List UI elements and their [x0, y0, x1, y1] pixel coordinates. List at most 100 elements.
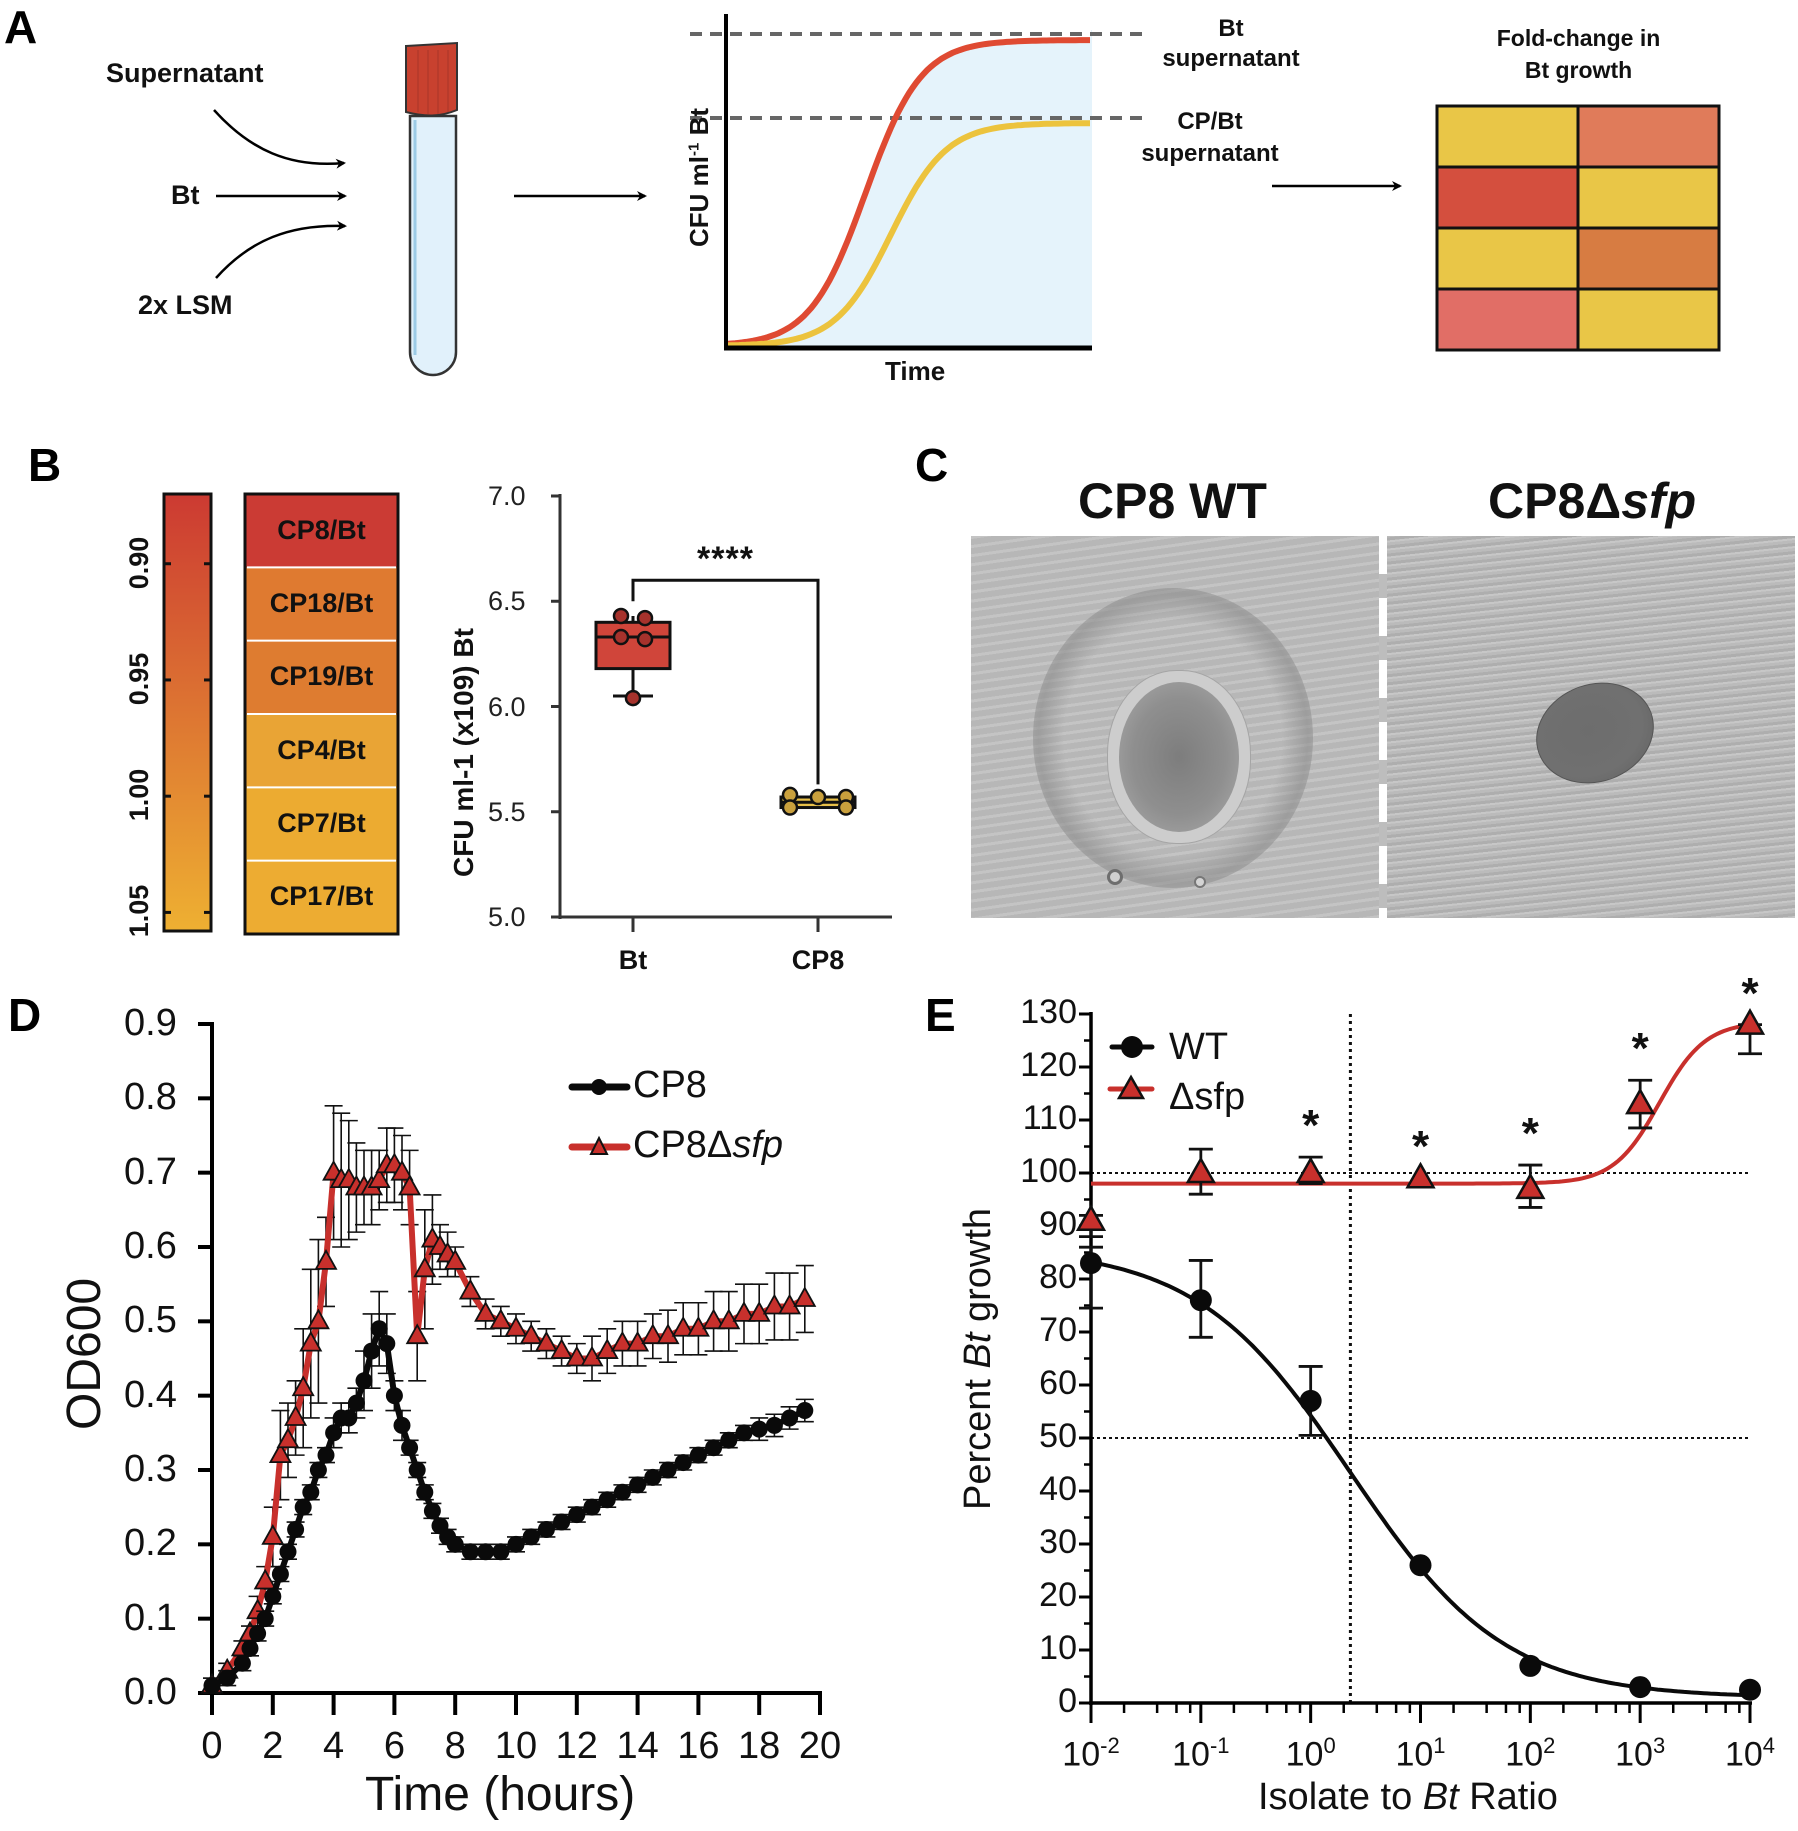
- y-tick-label: 0.4: [124, 1373, 177, 1416]
- x-tick-label: 10-2: [1046, 1733, 1136, 1774]
- panel-e-ylabel: Percent Bt growth: [957, 1207, 999, 1510]
- panel-a-xlabel: Time: [885, 356, 946, 386]
- tick-exponent: 4: [1762, 1733, 1776, 1758]
- data-point: [1515, 1172, 1546, 1200]
- data-point: [443, 1249, 467, 1270]
- data-point: [686, 1315, 710, 1337]
- strain-row: [245, 787, 398, 861]
- data-point: [1629, 1676, 1652, 1699]
- data-point: [446, 1535, 464, 1553]
- data-point: [413, 1256, 437, 1278]
- y-tick-label: 5.5: [488, 796, 526, 827]
- data-point: [553, 1513, 571, 1531]
- y-tick-label: 0.0: [124, 1671, 177, 1713]
- data-point: [507, 1535, 525, 1553]
- series-sfp: [1075, 1008, 1766, 1238]
- legend-cp8-sfp: CP8Δsfp: [633, 1124, 784, 1166]
- y-tick-label: 0.5: [124, 1299, 177, 1342]
- panel-e-xlabel: Isolate to Bt Ratio: [1258, 1776, 1558, 1818]
- data-point: [1409, 1554, 1432, 1577]
- panel-b-graphics: [162, 492, 892, 936]
- tick-exponent: -2: [1100, 1733, 1120, 1758]
- fit-curve-wt: [1090, 1260, 1751, 1698]
- y-tick-label: 5.0: [488, 902, 526, 932]
- data-point: [796, 1402, 814, 1420]
- data-point: [720, 1431, 738, 1449]
- data-point: [550, 1338, 574, 1359]
- data-point: [689, 1446, 707, 1464]
- panel-label-b: B: [28, 439, 62, 491]
- heatmap-cell: [1435, 226, 1580, 291]
- data-point: [644, 1468, 662, 1486]
- data-point: [1625, 1087, 1656, 1115]
- data-point: [276, 1427, 300, 1449]
- legend-wt: WT: [1169, 1026, 1229, 1068]
- x-tick-label: 8: [444, 1725, 466, 1767]
- image-title-sfp: CP8Δsfp: [1488, 473, 1697, 529]
- data-point: [492, 1543, 510, 1561]
- tick-exponent: 0: [1323, 1733, 1336, 1758]
- data-point: [747, 1301, 771, 1322]
- x-tick-label: CP8: [791, 945, 845, 975]
- heatmap-cell: [1576, 226, 1721, 291]
- strain-row: [245, 640, 398, 714]
- y-tick-label: 60: [1039, 1364, 1077, 1402]
- data-point: [565, 1345, 589, 1367]
- arrow-lsm: [215, 220, 347, 279]
- data-point: [837, 799, 855, 816]
- strain-label: CP19/Bt: [269, 661, 374, 692]
- data-point: [218, 1669, 236, 1687]
- tick-base: 10: [1062, 1735, 1101, 1774]
- plate-image-wt: [971, 536, 1379, 918]
- y-tick-label: 20: [1039, 1576, 1077, 1614]
- y-tick-label: 100: [1020, 1152, 1077, 1190]
- data-point: [279, 1543, 297, 1561]
- arrow-supernatant: [213, 109, 346, 169]
- data-point: [317, 1446, 335, 1464]
- data-point: [1299, 1389, 1322, 1412]
- test-tube-icon: [405, 41, 458, 377]
- panel-label-d: D: [8, 989, 42, 1041]
- data-point: [504, 1315, 528, 1337]
- data-point: [271, 1565, 289, 1583]
- x-tick-label: 20: [798, 1725, 842, 1767]
- input-label-bt: Bt: [171, 180, 200, 210]
- y-tick-label: 0: [1058, 1682, 1077, 1720]
- data-point: [385, 1387, 403, 1405]
- fold-change-heatmap: [1435, 104, 1721, 352]
- data-point: [612, 607, 630, 625]
- data-point: [659, 1461, 677, 1479]
- image-title-wt: CP8 WT: [1078, 473, 1267, 529]
- y-tick-label: 50: [1039, 1417, 1077, 1455]
- data-point: [1080, 1252, 1102, 1275]
- data-point: [735, 1424, 753, 1442]
- y-tick-label: 7.0: [488, 481, 526, 511]
- data-point: [314, 1249, 338, 1270]
- strain-row: [245, 714, 398, 788]
- tick-base: 10: [1285, 1735, 1324, 1774]
- strain-label: CP7/Bt: [277, 808, 366, 838]
- data-point: [583, 1498, 601, 1516]
- x-tick-label: 10-1: [1156, 1733, 1246, 1774]
- data-point: [390, 1159, 414, 1181]
- y-tick-label: 10: [1039, 1629, 1077, 1667]
- data-point: [750, 1420, 768, 1438]
- y-tick-label: 120: [1020, 1046, 1077, 1084]
- data-point: [367, 1167, 391, 1188]
- series-cp8-sfp: [200, 1104, 817, 1694]
- data-point: [1185, 1156, 1216, 1184]
- x-tick-label: 104: [1705, 1733, 1795, 1774]
- box-cp8: [779, 786, 857, 816]
- data-point: [287, 1520, 305, 1538]
- growth-curve-chart: [690, 14, 1150, 351]
- box-bt: [594, 607, 672, 707]
- panel-label-c: C: [915, 439, 949, 491]
- data-point: [477, 1543, 495, 1561]
- label-bt-supernatant: Bt supernatant: [1162, 15, 1300, 72]
- data-point: [1734, 1008, 1766, 1035]
- data-point: [302, 1483, 320, 1501]
- colony-wt: [1119, 682, 1239, 832]
- data-point: [519, 1323, 543, 1345]
- significance-star: *: [1411, 1122, 1430, 1172]
- y-tick-label: 90: [1039, 1205, 1077, 1243]
